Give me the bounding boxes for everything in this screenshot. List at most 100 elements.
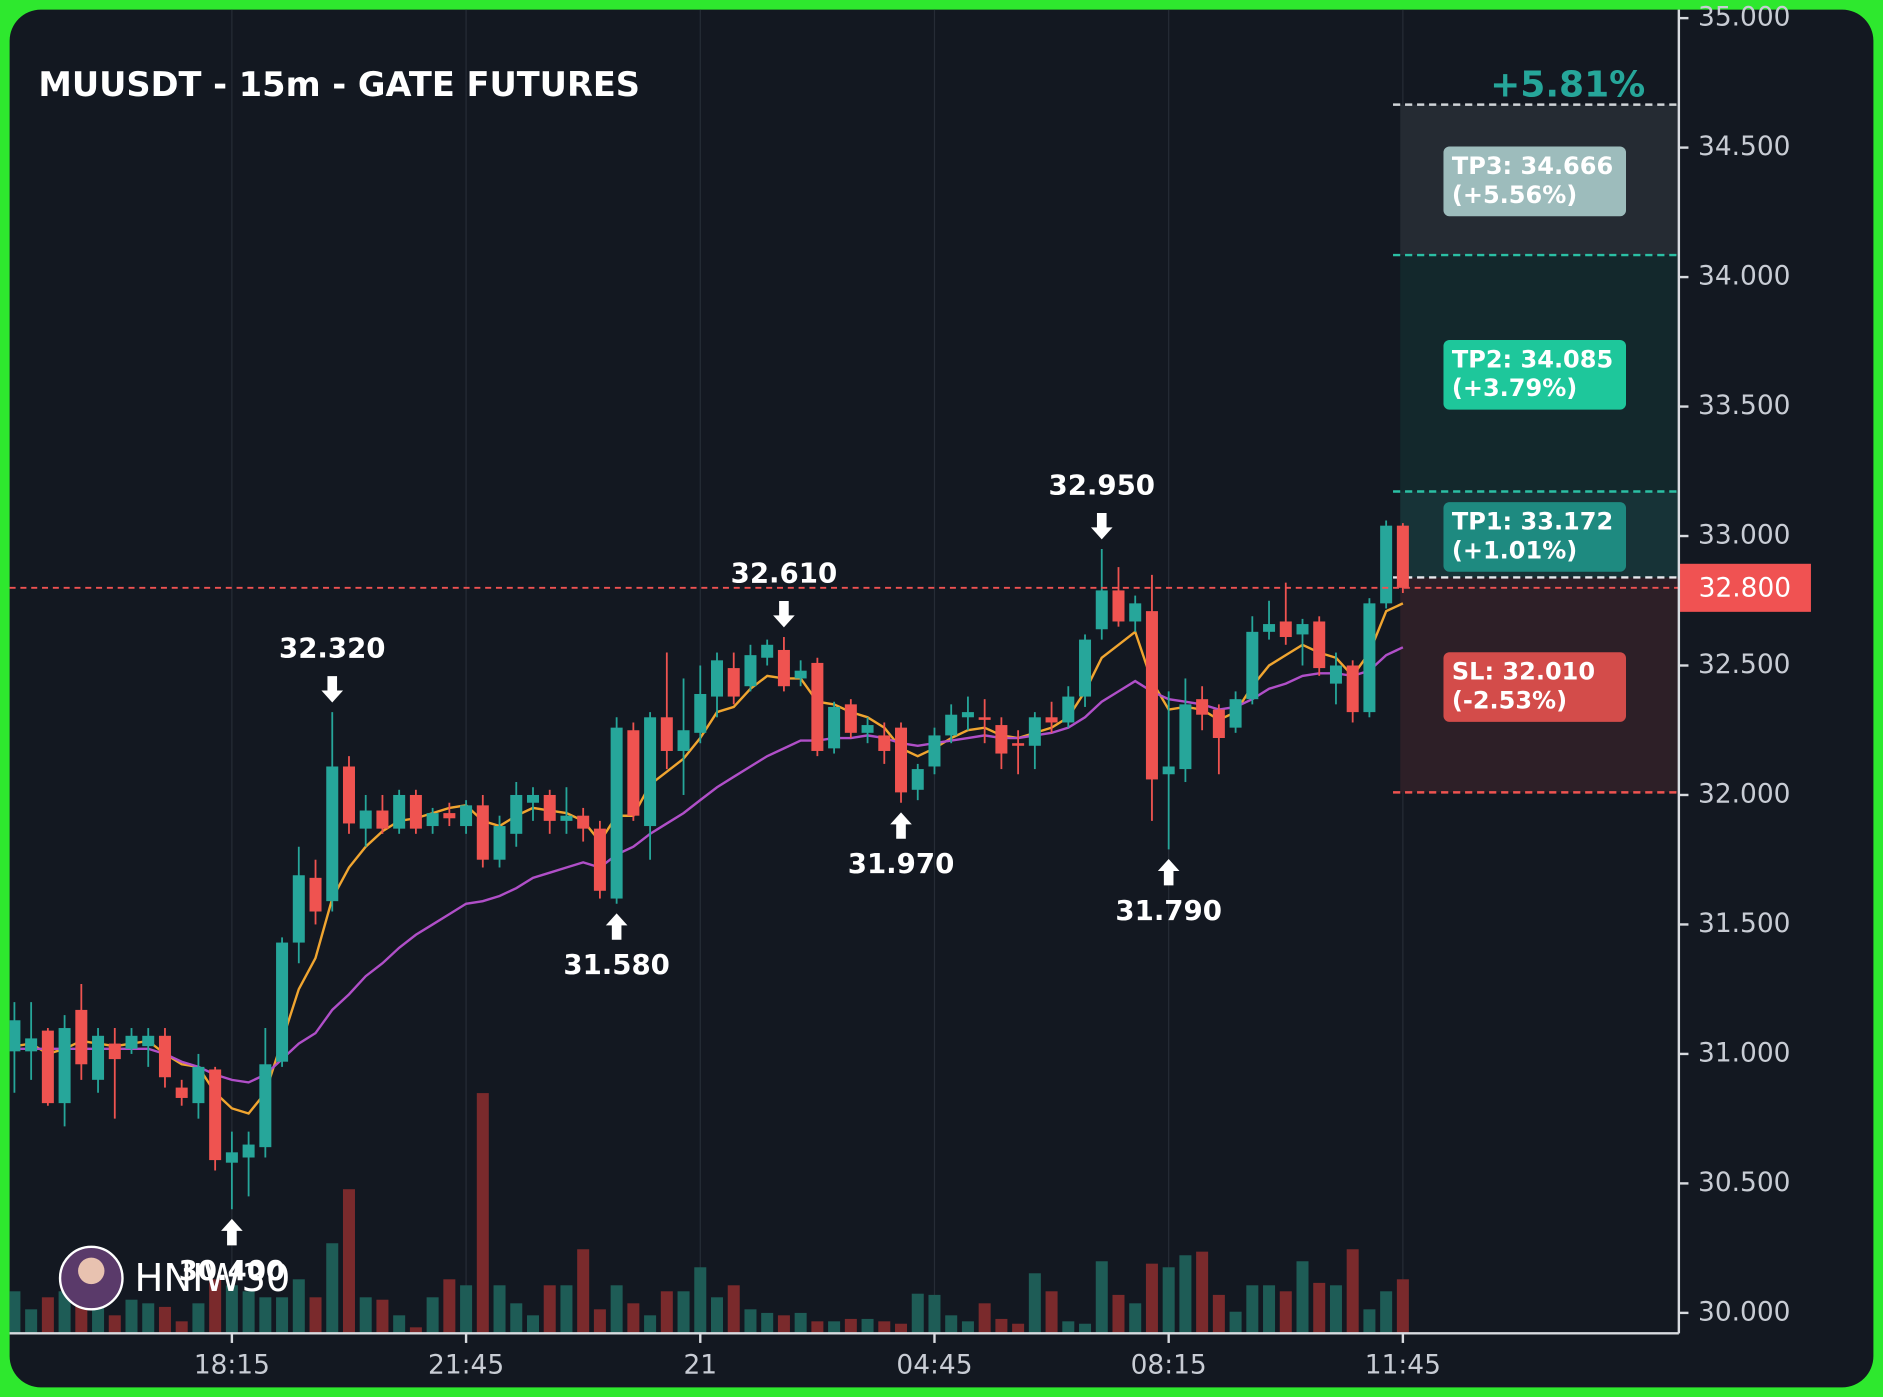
volume-bar [1012, 1323, 1025, 1334]
candle-body [1363, 603, 1376, 713]
volume-bar [1396, 1279, 1409, 1334]
candle-body [359, 810, 372, 829]
candle-body [744, 655, 757, 687]
y-tick-label: 32.000 [1698, 778, 1790, 809]
x-tick-label: 04:45 [896, 1349, 972, 1380]
level-box [1443, 652, 1627, 722]
volume-bar [309, 1297, 322, 1334]
annotation-label: 31.970 [848, 847, 955, 880]
volume-bar [1279, 1291, 1292, 1334]
level-box [1443, 502, 1627, 572]
volume-bar [25, 1309, 38, 1334]
volume-bar [1296, 1261, 1309, 1334]
candle-body [1380, 525, 1393, 604]
candle-body [326, 766, 339, 902]
candle-body [1079, 639, 1092, 697]
candle-body [393, 794, 406, 829]
x-tick-label: 21:45 [428, 1349, 504, 1380]
annotation-arrow [1157, 858, 1180, 886]
candle-body [526, 794, 539, 803]
x-tick-label: 08:15 [1131, 1349, 1207, 1380]
candle-body [476, 805, 489, 860]
volume-bar [694, 1267, 707, 1334]
annotation-label: 31.790 [1115, 894, 1222, 927]
candle-body [25, 1038, 38, 1052]
volume-bar [995, 1318, 1008, 1334]
volume-bar [209, 1279, 222, 1334]
volume-bar [526, 1315, 539, 1334]
level-pct: (+1.01%) [1452, 536, 1577, 564]
candle-body [426, 813, 439, 827]
candle-body [242, 1144, 255, 1158]
volume-bar [744, 1309, 757, 1334]
volume-bar [1112, 1294, 1125, 1334]
candle-body [342, 766, 355, 824]
y-tick-label: 33.000 [1698, 520, 1790, 551]
candle-body [192, 1066, 205, 1104]
volume-bar [777, 1315, 790, 1334]
candle-body [376, 810, 389, 829]
candle-body [309, 877, 322, 912]
candle-body [142, 1035, 155, 1047]
level-label: TP3: 34.666 [1452, 152, 1613, 180]
volume-bar [644, 1315, 657, 1334]
candle-body [1145, 611, 1158, 780]
candle-body [677, 730, 690, 751]
volume-bar [577, 1249, 590, 1334]
volume-bar [978, 1303, 991, 1334]
volume-bar [460, 1285, 473, 1334]
level-pct: (-2.53%) [1452, 687, 1567, 715]
volume-bar [1212, 1294, 1225, 1334]
volume-bar [560, 1285, 573, 1334]
y-tick-label: 30.000 [1698, 1296, 1790, 1327]
volume-bar [1263, 1285, 1276, 1334]
candle-body [694, 693, 707, 733]
volume-bar [1313, 1282, 1326, 1334]
candle-body [945, 714, 958, 736]
volume-bar [1363, 1309, 1376, 1334]
volume-bar [861, 1318, 874, 1334]
candle-body [711, 660, 724, 697]
candle-body [92, 1035, 105, 1080]
volume-bar [1179, 1255, 1192, 1334]
axes: 30.000 30.500 31.000 31.500 32.000 32.500 33.0… [9, 2, 1790, 1380]
volume-bar [158, 1306, 171, 1334]
trade-zones: TP3: 34.666(+5.56%) TP2: 34.085(+3.79%) TP… [1393, 64, 1679, 794]
level-label: TP2: 34.085 [1452, 345, 1613, 373]
candle-body [1212, 709, 1225, 739]
candle-body [209, 1069, 222, 1161]
volume-bar [142, 1303, 155, 1334]
volume-bar [1028, 1273, 1041, 1334]
moving-average [14, 646, 1404, 1084]
volume-bar [476, 1093, 489, 1334]
candles [9, 520, 1409, 1210]
level-box [1443, 339, 1627, 410]
annotation-label: 32.950 [1048, 469, 1155, 502]
candle-body [1045, 717, 1058, 723]
candle-body [1279, 621, 1292, 638]
annotation-arrow [221, 1218, 243, 1246]
volume-bar [225, 1285, 238, 1334]
candle-body [510, 794, 523, 834]
annotation-arrow [1090, 512, 1113, 540]
y-tick-label: 30.500 [1698, 1167, 1790, 1198]
volume [9, 1093, 1409, 1334]
x-tick-label: 11:45 [1365, 1349, 1441, 1380]
volume-bar [409, 1327, 422, 1334]
y-tick-label: 33.500 [1698, 390, 1790, 421]
level-label: TP1: 33.172 [1452, 508, 1613, 536]
candle-body [844, 704, 857, 733]
volume-bar [1145, 1263, 1158, 1334]
candle-body [1246, 631, 1259, 700]
volume-bar [593, 1309, 606, 1334]
volume-bar [175, 1321, 188, 1334]
candle-body [1162, 766, 1175, 775]
volume-bar [1129, 1303, 1142, 1334]
candle-body [1396, 525, 1409, 588]
volume-bar [811, 1321, 824, 1334]
volume-bar [1329, 1285, 1342, 1334]
chart-title: MUUSDT - 15m - GATE FUTURES [38, 65, 640, 104]
volume-bar [41, 1297, 54, 1334]
candle-body [1313, 621, 1326, 669]
candle-body [761, 644, 774, 658]
